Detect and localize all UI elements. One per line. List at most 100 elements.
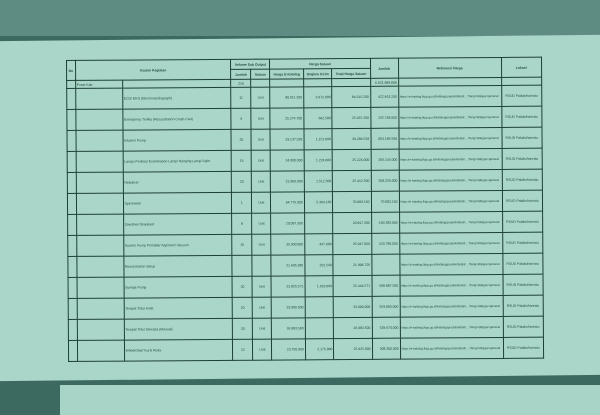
cell-jumlah: 308.300.000 bbox=[371, 338, 401, 360]
cell-qty bbox=[232, 255, 253, 277]
cell-total: 25.224.000 bbox=[332, 149, 371, 171]
cell-qty: 20 bbox=[232, 297, 253, 319]
cell-katalog: 23.900.000 bbox=[270, 170, 305, 193]
cell-ongkir: 1.152.000 bbox=[303, 128, 333, 150]
cell-unit: Unit bbox=[252, 318, 272, 340]
cell-jumlah: 356.144.000 bbox=[370, 149, 399, 171]
cell-total: 25.444.571 bbox=[333, 275, 372, 297]
cell-qty: 12 bbox=[232, 339, 253, 361]
cell-ref: https://e-katalog.lkpp.go.id/katalog/pro… bbox=[399, 253, 503, 276]
header-usulan: Usulan Kegiatan bbox=[75, 59, 232, 81]
cell-total: 26.983.500 bbox=[333, 317, 372, 339]
cell-qty: 1 bbox=[231, 192, 252, 214]
group-volume: 226 bbox=[231, 79, 251, 88]
cell-lokasi: RSUD Palabuhanratu bbox=[502, 316, 544, 338]
cell-katalog: 64.775.000 bbox=[270, 191, 305, 214]
cell-unit: Unit bbox=[252, 297, 272, 319]
cell-total: 25.412.500 bbox=[332, 170, 371, 192]
cell-qty: 11 bbox=[231, 87, 252, 109]
cell-qty: 8 bbox=[231, 213, 253, 235]
cell-unit: Unit bbox=[251, 150, 271, 172]
cell-ref: https://e-katalog.lkpp.go.id/katalog/pro… bbox=[399, 232, 503, 255]
header-volume: Volume Sub Output bbox=[230, 59, 271, 70]
cell-ongkir: 3.672.000 bbox=[303, 86, 333, 108]
cell-qty: 16 bbox=[231, 150, 252, 172]
cell-unit: Unit bbox=[252, 276, 272, 298]
cell-name: Lampu Periksa/ Examination Lamp/ Hanging… bbox=[122, 150, 232, 173]
cell-name: Tempat Tidur Anak bbox=[123, 297, 233, 320]
cell-ref: https://e-katalog.lkpp.go.id/katalog/pro… bbox=[399, 211, 503, 234]
cell-katalog: 24.000.000 bbox=[270, 149, 305, 172]
cell-jumlah bbox=[371, 254, 400, 276]
cell-ongkir: 1.512.500 bbox=[304, 170, 333, 192]
cell-jumlah: 508.250.000 bbox=[370, 170, 399, 192]
cell-jumlah: 155.748.000 bbox=[370, 107, 399, 129]
cell-total: 30.289.528 bbox=[332, 128, 371, 150]
cell-ongkir: 1.224.000 bbox=[303, 149, 333, 171]
cell-name: Suction Pump Portable/ Aspirator/ Vacuum bbox=[123, 234, 233, 257]
cell-ref: https://e-katalog.lkpp.go.id/katalog/pro… bbox=[399, 337, 504, 360]
cell-lokasi: RSUD Palabuhanratu bbox=[501, 85, 542, 107]
cell-katalog: 26.983.500 bbox=[271, 317, 306, 340]
cell-ref: https://e-katalog.lkpp.go.id/katalog/pro… bbox=[398, 190, 503, 213]
cell-unit: Unit bbox=[251, 192, 272, 214]
cell-ref: https://e-katalog.lkpp.go.id/katalog/pro… bbox=[399, 274, 503, 297]
cell-katalog: 80.611.200 bbox=[270, 86, 304, 109]
cell-ref: https://e-katalog.lkpp.go.id/katalog/pro… bbox=[398, 85, 502, 108]
header-katalog: Harga E-Katalog bbox=[270, 68, 304, 80]
cell-name: Infusion Pump bbox=[122, 129, 232, 152]
cell-unit: Unit bbox=[251, 129, 271, 151]
cell-ongkir: 447.000 bbox=[304, 233, 334, 255]
cell-qty: 20 bbox=[231, 129, 252, 151]
cell-jumlah: 70.083.160 bbox=[370, 191, 400, 213]
cell-total: 25.937.200 bbox=[332, 107, 371, 129]
cell-katalog: 21.695.280 bbox=[271, 254, 305, 277]
cell-total: 20.097.300 bbox=[332, 212, 372, 234]
header-referensi: Referensi Harga bbox=[398, 57, 502, 79]
cell-total: 21.998.726 bbox=[333, 254, 372, 276]
cell-name: Syringe Pump bbox=[123, 276, 233, 299]
cell-katalog: 23.750.000 bbox=[271, 338, 306, 361]
header-ongkir: Ongkos Kirim bbox=[303, 68, 333, 79]
cell-unit: Unit bbox=[251, 171, 271, 193]
cell-ongkir: 2.175.000 bbox=[305, 338, 334, 360]
cell-ref: https://e-katalog.lkpp.go.id/katalog/pro… bbox=[399, 295, 503, 318]
cell-unit: Unit bbox=[252, 234, 272, 256]
cell-ongkir: 1.619.000 bbox=[304, 275, 334, 297]
cell-name: Tempat Tidur Dewasa (Manual) bbox=[123, 318, 233, 341]
header-no: No bbox=[66, 60, 76, 81]
cell-qty: 20 bbox=[232, 276, 253, 298]
cell-lokasi: RSUD Palabuhanratu bbox=[502, 211, 543, 233]
cell-name: Spirometer bbox=[122, 192, 232, 215]
table-row: Wheelchair/ Kursi Roda 12 Unit 23.750.000 2.… bbox=[68, 337, 544, 362]
header-satuan: Satuan bbox=[250, 69, 271, 80]
cell-ongkir bbox=[304, 296, 334, 318]
cell-jumlah: 539.670.000 bbox=[371, 317, 400, 339]
cell-jumlah: 559.800.000 bbox=[371, 296, 400, 318]
cell-name: Nebulizer bbox=[122, 171, 232, 194]
header-total-harga: Total Harga Satuan bbox=[331, 68, 371, 79]
cell-unit: Unit bbox=[251, 213, 272, 235]
cell-lokasi: RSUD Palabuhanratu bbox=[501, 169, 543, 191]
cell-lokasi: RSUD Palabuhanratu bbox=[501, 127, 543, 149]
cell-ref: https://e-katalog.lkpp.go.id/katalog/pro… bbox=[398, 127, 502, 150]
cell-name: Resuscitation Setup bbox=[123, 255, 233, 278]
cell-ongkir bbox=[305, 317, 334, 339]
cell-jumlah: 422.463.200 bbox=[370, 86, 399, 108]
cell-total: 70.083.160 bbox=[332, 191, 372, 213]
cell-name: ECG/ EKG (Electrocardiograph) bbox=[122, 87, 232, 110]
cell-katalog: 23.825.571 bbox=[271, 275, 305, 298]
cell-jumlah: 604.186.560 bbox=[370, 128, 399, 150]
background-strip bbox=[0, 0, 600, 36]
cell-unit: Unit bbox=[251, 108, 271, 130]
cell-ongkir: 662.500 bbox=[303, 107, 333, 129]
cell-ref: https://e-katalog.lkpp.go.id/katalog/pro… bbox=[399, 316, 503, 339]
cell-unit bbox=[252, 255, 272, 277]
cell-lokasi: RSUD Palabuhanratu bbox=[502, 253, 544, 275]
budget-table: No Usulan Kegiatan Volume Sub Output Har… bbox=[66, 57, 544, 362]
cell-qty: 20 bbox=[232, 318, 253, 340]
cell-katalog: 33.000.000 bbox=[271, 296, 306, 319]
cell-ongkir: 5.304.160 bbox=[304, 191, 333, 213]
cell-total: 84.315.200 bbox=[332, 86, 371, 108]
cell-lokasi: RSUD Palabuhanratu bbox=[501, 148, 543, 170]
